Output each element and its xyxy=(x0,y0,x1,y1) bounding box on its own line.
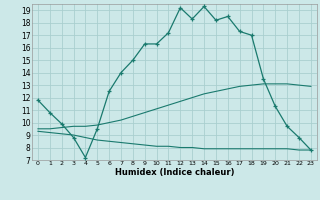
X-axis label: Humidex (Indice chaleur): Humidex (Indice chaleur) xyxy=(115,168,234,177)
